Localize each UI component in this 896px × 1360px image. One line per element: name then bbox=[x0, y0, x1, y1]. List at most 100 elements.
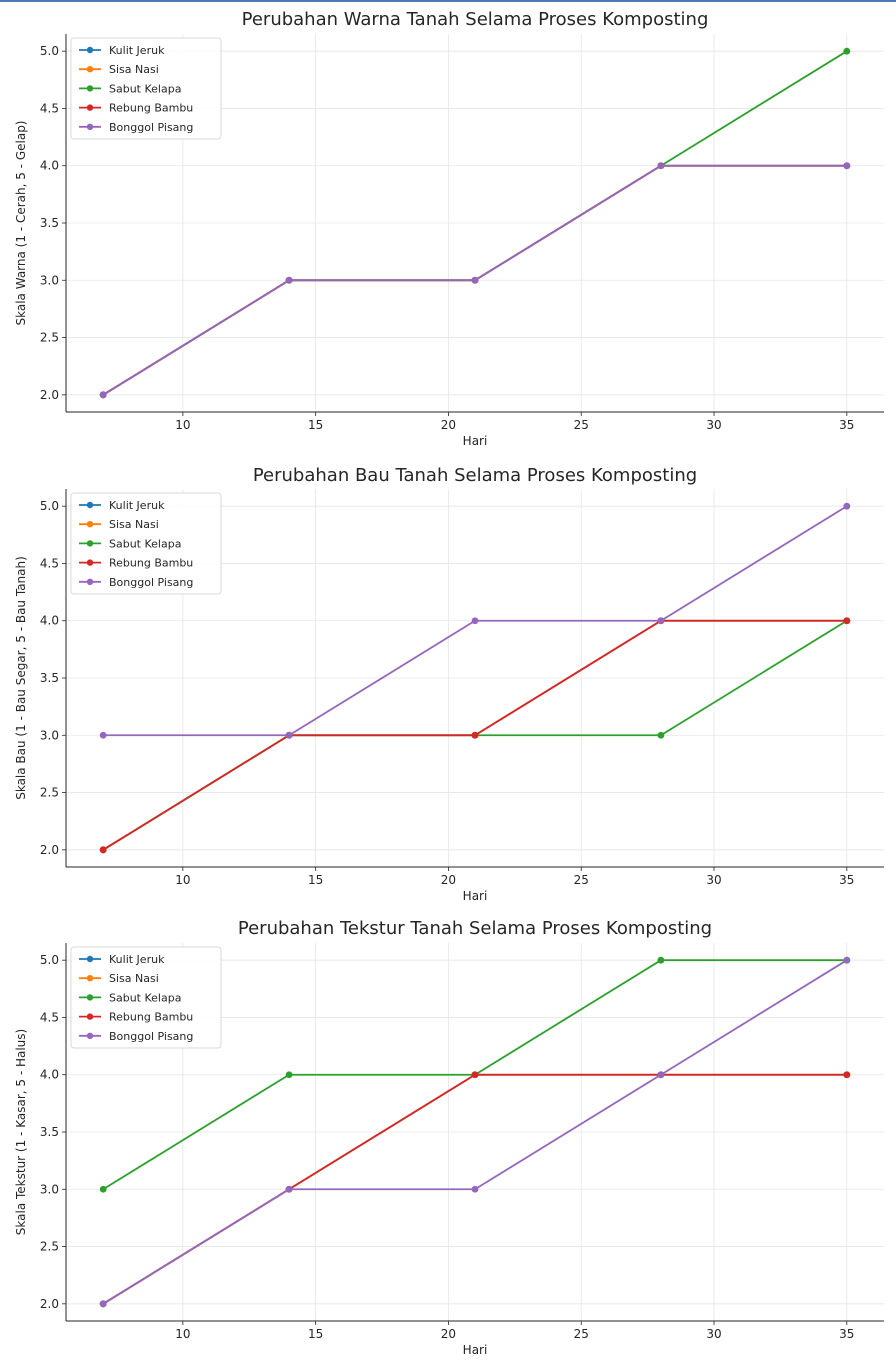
x-tick-label: 30 bbox=[706, 418, 721, 432]
chart-title: Perubahan Bau Tanah Selama Proses Kompos… bbox=[253, 465, 697, 486]
x-tick-label: 20 bbox=[441, 418, 456, 432]
y-tick-label: 3.5 bbox=[40, 216, 59, 230]
y-tick-label: 2.5 bbox=[40, 331, 59, 345]
legend-box bbox=[70, 946, 222, 1049]
x-tick-label: 10 bbox=[175, 1327, 190, 1341]
x-tick-label: 35 bbox=[839, 873, 854, 887]
legend-box bbox=[70, 492, 222, 595]
x-tick-label: 35 bbox=[839, 1327, 854, 1341]
legend-box bbox=[70, 37, 222, 140]
data-point bbox=[285, 1185, 293, 1193]
legend-label: Sabut Kelapa bbox=[109, 537, 181, 550]
data-point bbox=[471, 617, 479, 625]
data-point bbox=[285, 731, 293, 739]
window-top-border bbox=[0, 0, 896, 2]
y-tick-label: 2.0 bbox=[40, 1297, 59, 1311]
y-tick-label: 5.0 bbox=[40, 44, 59, 58]
legend-swatch-marker bbox=[86, 578, 94, 585]
data-point bbox=[99, 1300, 107, 1308]
x-axis-label: Hari bbox=[463, 1343, 488, 1357]
x-tick-label: 30 bbox=[706, 1327, 721, 1341]
legend-label: Kulit Jeruk bbox=[109, 44, 165, 57]
y-tick-label: 3.5 bbox=[40, 1125, 59, 1139]
legend-label: Sabut Kelapa bbox=[109, 82, 181, 95]
legend-swatch-marker bbox=[86, 501, 94, 509]
chart-panel-2: Perubahan Bau Tanah Selama Proses Kompos… bbox=[14, 465, 884, 903]
legend-swatch-marker bbox=[86, 123, 94, 130]
legend-swatch-marker bbox=[86, 975, 94, 982]
x-tick-label: 15 bbox=[308, 1327, 323, 1341]
legend-label: Kulit Jeruk bbox=[109, 953, 165, 966]
y-tick-label: 2.5 bbox=[40, 786, 59, 800]
y-axis-label: Skala Warna (1 - Cerah, 5 - Gelap) bbox=[14, 121, 28, 326]
legend-label: Sisa Nasi bbox=[109, 518, 159, 531]
data-point bbox=[657, 162, 665, 170]
y-tick-label: 4.5 bbox=[40, 556, 59, 570]
legend-label: Kulit Jeruk bbox=[109, 499, 165, 512]
data-point bbox=[843, 956, 851, 964]
series-bonggol-pisang bbox=[99, 162, 851, 399]
y-tick-label: 4.5 bbox=[40, 1010, 59, 1024]
chart-title: Perubahan Warna Tanah Selama Proses Komp… bbox=[242, 9, 709, 30]
legend-label: Sisa Nasi bbox=[109, 972, 159, 985]
data-point bbox=[657, 617, 665, 625]
x-tick-label: 10 bbox=[175, 873, 190, 887]
data-point bbox=[99, 731, 107, 739]
chart-panel-3: Perubahan Tekstur Tanah Selama Proses Ko… bbox=[14, 918, 884, 1357]
data-point bbox=[471, 731, 479, 739]
legend-swatch-marker bbox=[86, 1032, 94, 1040]
legend-label: Rebung Bambu bbox=[109, 1011, 193, 1024]
data-point bbox=[99, 846, 107, 854]
data-point bbox=[657, 956, 665, 964]
series-bonggol-pisang bbox=[99, 502, 851, 739]
x-tick-label: 20 bbox=[441, 1327, 456, 1341]
legend: Kulit Jeruk Sisa Nasi Sabut Kelapa Rebung B… bbox=[70, 37, 222, 140]
x-tick-label: 25 bbox=[574, 418, 589, 432]
y-tick-label: 3.0 bbox=[40, 1182, 59, 1196]
y-tick-label: 5.0 bbox=[40, 953, 59, 967]
legend-swatch-marker bbox=[86, 540, 94, 547]
data-point bbox=[657, 1071, 665, 1079]
data-point bbox=[99, 391, 107, 399]
data-point bbox=[471, 1185, 479, 1193]
x-tick-label: 20 bbox=[441, 873, 456, 887]
legend-label: Bonggol Pisang bbox=[109, 121, 193, 134]
data-point bbox=[843, 47, 851, 55]
x-tick-label: 25 bbox=[574, 1327, 589, 1341]
legend-label: Bonggol Pisang bbox=[109, 576, 193, 589]
data-point bbox=[99, 1185, 107, 1193]
data-point bbox=[285, 1071, 293, 1079]
x-tick-label: 30 bbox=[706, 873, 721, 887]
legend-label: Sisa Nasi bbox=[109, 63, 159, 76]
legend: Kulit Jeruk Sisa Nasi Sabut Kelapa Rebung B… bbox=[70, 492, 222, 595]
legend-label: Sabut Kelapa bbox=[109, 991, 181, 1004]
data-point bbox=[657, 731, 665, 739]
x-tick-label: 35 bbox=[839, 418, 854, 432]
legend-label: Bonggol Pisang bbox=[109, 1030, 193, 1043]
legend-swatch-marker bbox=[86, 104, 94, 111]
y-axis-label: Skala Tekstur (1 - Kasar, 5 - Halus) bbox=[14, 1029, 28, 1235]
data-point bbox=[843, 1071, 851, 1079]
x-tick-label: 10 bbox=[175, 418, 190, 432]
y-tick-label: 4.5 bbox=[40, 101, 59, 115]
data-point bbox=[843, 502, 851, 510]
legend-swatch-marker bbox=[86, 46, 94, 54]
legend-swatch-marker bbox=[86, 1013, 94, 1020]
legend-swatch-marker bbox=[86, 85, 94, 92]
y-tick-label: 4.0 bbox=[40, 159, 59, 173]
y-tick-label: 3.0 bbox=[40, 728, 59, 742]
y-tick-label: 3.5 bbox=[40, 671, 59, 685]
data-point bbox=[471, 276, 479, 284]
x-tick-label: 15 bbox=[308, 873, 323, 887]
y-axis-label: Skala Bau (1 - Bau Segar, 5 - Bau Tanah) bbox=[14, 556, 28, 800]
y-tick-label: 2.0 bbox=[40, 843, 59, 857]
data-point bbox=[843, 162, 851, 170]
series-bonggol-pisang bbox=[99, 956, 851, 1308]
y-tick-label: 2.0 bbox=[40, 388, 59, 402]
chart-title: Perubahan Tekstur Tanah Selama Proses Ko… bbox=[238, 918, 712, 939]
x-tick-label: 15 bbox=[308, 418, 323, 432]
x-tick-label: 25 bbox=[574, 873, 589, 887]
legend-label: Rebung Bambu bbox=[109, 102, 193, 115]
y-tick-label: 3.0 bbox=[40, 273, 59, 287]
